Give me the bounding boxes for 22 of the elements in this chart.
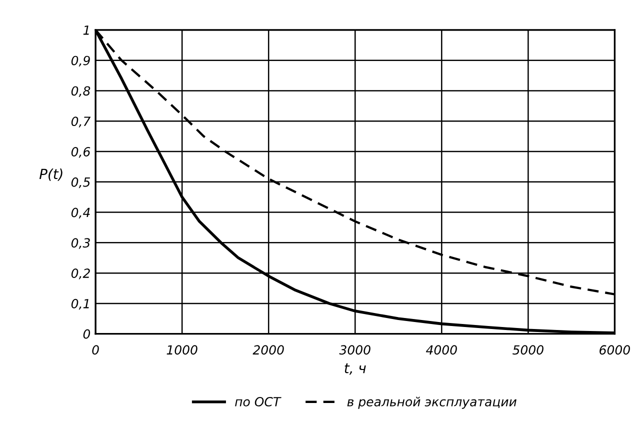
- y-tick-label: 0,9: [71, 56, 90, 67]
- legend-label: по ОСТ: [235, 396, 282, 406]
- y-tick-label: 0,4: [71, 208, 90, 218]
- x-axis-title: t, ч: [344, 363, 366, 375]
- y-tick-label: 0,3: [71, 238, 90, 249]
- y-tick-label: 0,1: [71, 298, 89, 310]
- y-axis-title: P(t): [39, 168, 62, 181]
- x-tick-label: 5000: [512, 345, 544, 355]
- y-tick-label: 0,5: [71, 177, 90, 188]
- x-tick-label: 1000: [166, 345, 198, 355]
- y-tick-label: 0,6: [71, 146, 90, 158]
- y-tick-label: 0: [83, 329, 90, 339]
- x-tick-label: 0: [92, 345, 99, 355]
- legend-label: в реальной эксплуатации: [347, 396, 516, 409]
- y-tick-label: 0,2: [71, 268, 90, 280]
- x-tick-label: 3000: [339, 345, 370, 355]
- y-tick-label: 0,7: [71, 116, 91, 128]
- y-tick-label: 1: [83, 26, 89, 35]
- y-tick-label: 0,8: [71, 86, 90, 97]
- x-tick-label: 6000: [600, 345, 630, 355]
- x-tick-label: 4000: [426, 345, 457, 355]
- x-tick-label: 2000: [252, 345, 284, 355]
